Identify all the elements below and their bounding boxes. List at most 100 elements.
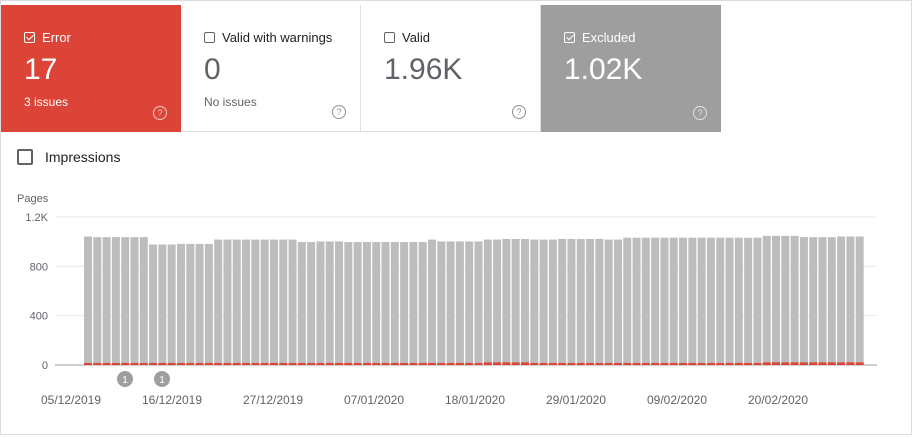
valid-help-icon[interactable]: ? (512, 105, 526, 119)
annotation-marker[interactable]: 1 (117, 371, 133, 387)
bar-error (567, 362, 576, 365)
annotation-marker-circle[interactable] (117, 371, 133, 387)
bar-error (139, 362, 148, 365)
bar-error (111, 362, 120, 365)
bar-error (362, 362, 371, 365)
y-tick-label: 1.2K (25, 212, 48, 224)
bar-excluded (307, 242, 316, 363)
bar-error (660, 362, 669, 365)
bar-error (269, 362, 278, 365)
error-card[interactable]: Error 17 3 issues ? (1, 5, 181, 132)
bar-excluded (651, 237, 660, 363)
bar-excluded (418, 242, 427, 363)
bar-excluded (706, 237, 715, 363)
bar-error (186, 362, 195, 365)
bar-error (818, 362, 827, 365)
error-help-icon[interactable]: ? (153, 106, 167, 120)
bar-error (130, 362, 139, 365)
bar-excluded (539, 239, 548, 363)
bar-excluded (111, 237, 120, 363)
bar-error (781, 362, 790, 365)
bar-error (855, 362, 864, 365)
excluded-checkbox-icon[interactable] (564, 32, 575, 43)
bar-error (204, 362, 213, 365)
bar-excluded (437, 241, 446, 363)
bar-excluded (623, 237, 632, 363)
bar-error (372, 362, 381, 365)
bar-error (176, 362, 185, 365)
valid-checkbox-icon[interactable] (384, 32, 395, 43)
bar-error (716, 362, 725, 365)
bar-error (604, 362, 613, 365)
annotation-marker[interactable]: 1 (154, 371, 170, 387)
bar-excluded (260, 239, 269, 363)
excluded-card-header: Excluded (564, 30, 635, 45)
excluded-card-label: Excluded (582, 30, 636, 45)
x-tick-label: 20/02/2020 (748, 393, 808, 407)
impressions-toggle[interactable]: Impressions (17, 149, 120, 165)
bar-error (493, 362, 502, 365)
bar-excluded (827, 237, 836, 363)
bar-excluded (790, 235, 799, 363)
y-tick-label: 800 (30, 261, 48, 273)
bar-error (288, 362, 297, 365)
bar-excluded (502, 238, 511, 363)
bar-excluded (474, 241, 483, 363)
warnings-card[interactable]: Valid with warnings 0 No issues ? (181, 5, 361, 132)
valid-card-value: 1.96K (384, 53, 463, 86)
bar-error (799, 362, 808, 365)
bar-excluded (84, 236, 92, 363)
bar-error (232, 362, 241, 365)
bar-excluded (214, 239, 223, 363)
bar-excluded (130, 237, 139, 363)
bar-excluded (837, 236, 846, 363)
excluded-help-icon[interactable]: ? (693, 106, 707, 120)
valid-card-header: Valid (384, 30, 430, 45)
bar-excluded (725, 237, 734, 363)
bar-error (641, 362, 650, 365)
bar-excluded (279, 239, 288, 363)
bar-excluded (548, 239, 557, 363)
bar-excluded (167, 244, 176, 363)
excluded-card[interactable]: Excluded 1.02K ? (541, 5, 721, 132)
bar-error (520, 362, 529, 365)
annotation-marker-circle[interactable] (154, 371, 170, 387)
bar-excluded (242, 239, 251, 363)
bar-error (539, 362, 548, 365)
status-cards: Error 17 3 issues ? Valid with warnings … (1, 5, 721, 132)
bar-error (381, 362, 390, 365)
bar-error (474, 362, 483, 365)
valid-card[interactable]: Valid 1.96K ? (361, 5, 541, 132)
x-tick-label: 27/12/2019 (243, 393, 303, 407)
bar-excluded (204, 243, 213, 363)
bar-error (102, 362, 111, 365)
bar-excluded (604, 239, 613, 363)
bar-excluded (781, 235, 790, 363)
error-checkbox-icon[interactable] (24, 32, 35, 43)
bar-error (846, 362, 855, 365)
bar-error (121, 362, 130, 365)
bar-excluded (446, 241, 455, 363)
bar-error (837, 362, 846, 365)
bar-excluded (809, 237, 818, 363)
bar-error (772, 362, 781, 365)
impressions-checkbox-icon[interactable] (17, 149, 33, 165)
bar-error (251, 362, 260, 365)
bar-error (344, 362, 353, 365)
bar-error (214, 362, 223, 365)
x-tick-label: 09/02/2020 (647, 393, 707, 407)
bar-excluded (93, 237, 102, 363)
bar-excluded (102, 237, 111, 363)
annotation-marker-label[interactable]: 1 (122, 375, 128, 386)
warnings-help-icon[interactable]: ? (332, 105, 346, 119)
bar-excluded (567, 238, 576, 363)
bar-error (669, 362, 678, 365)
bar-error (558, 362, 567, 365)
bar-excluded (251, 239, 260, 363)
warnings-checkbox-icon[interactable] (204, 32, 215, 43)
bar-error (465, 362, 474, 365)
annotation-marker-label[interactable]: 1 (159, 375, 165, 386)
bar-error (697, 362, 706, 365)
pages-chart: 0 400 800 1.2K 05/12/2019 16/12/2019 27/12/201… (25, 212, 877, 407)
